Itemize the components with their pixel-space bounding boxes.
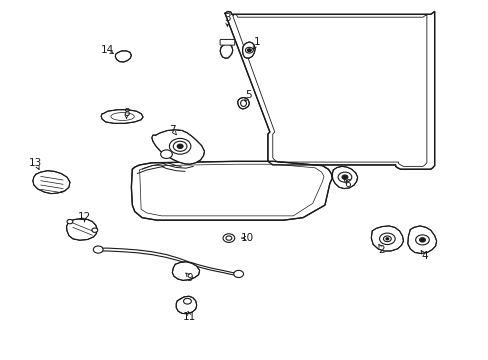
Circle shape xyxy=(173,141,186,151)
Text: 1: 1 xyxy=(253,37,260,47)
Text: 12: 12 xyxy=(78,212,91,221)
Text: 7: 7 xyxy=(169,125,175,135)
Polygon shape xyxy=(331,166,357,189)
Polygon shape xyxy=(237,98,249,109)
Text: 13: 13 xyxy=(29,158,42,168)
Text: 6: 6 xyxy=(344,179,350,189)
Circle shape xyxy=(383,236,390,242)
Text: 11: 11 xyxy=(183,312,196,322)
Circle shape xyxy=(247,49,251,51)
Circle shape xyxy=(419,238,425,242)
Circle shape xyxy=(415,235,428,245)
Polygon shape xyxy=(101,110,143,123)
Circle shape xyxy=(337,172,351,182)
Circle shape xyxy=(160,150,172,158)
Circle shape xyxy=(169,138,190,154)
Ellipse shape xyxy=(240,100,246,107)
Text: 10: 10 xyxy=(240,233,253,243)
Polygon shape xyxy=(172,262,199,280)
Circle shape xyxy=(183,298,191,304)
Polygon shape xyxy=(224,12,434,169)
Polygon shape xyxy=(33,171,70,194)
Text: 2: 2 xyxy=(378,245,385,255)
Polygon shape xyxy=(407,226,436,253)
Circle shape xyxy=(177,144,183,148)
Circle shape xyxy=(379,233,394,244)
Polygon shape xyxy=(242,42,255,58)
Polygon shape xyxy=(370,226,403,251)
Polygon shape xyxy=(131,161,331,220)
Circle shape xyxy=(385,238,388,240)
Polygon shape xyxy=(220,44,232,58)
Polygon shape xyxy=(66,219,97,240)
Polygon shape xyxy=(176,296,196,314)
Text: 4: 4 xyxy=(421,251,427,261)
FancyBboxPatch shape xyxy=(220,40,234,45)
Circle shape xyxy=(245,47,253,53)
Circle shape xyxy=(225,236,231,240)
Polygon shape xyxy=(152,130,204,164)
Text: 9: 9 xyxy=(186,273,193,283)
Text: 8: 8 xyxy=(123,108,129,118)
Circle shape xyxy=(92,228,98,232)
Ellipse shape xyxy=(111,113,134,121)
Circle shape xyxy=(93,246,103,253)
Text: 14: 14 xyxy=(100,45,113,55)
Circle shape xyxy=(341,175,347,179)
Circle shape xyxy=(67,220,73,224)
Text: 5: 5 xyxy=(244,90,251,100)
Circle shape xyxy=(233,270,243,278)
Text: 3: 3 xyxy=(224,13,230,23)
Circle shape xyxy=(223,234,234,242)
Polygon shape xyxy=(115,51,131,62)
